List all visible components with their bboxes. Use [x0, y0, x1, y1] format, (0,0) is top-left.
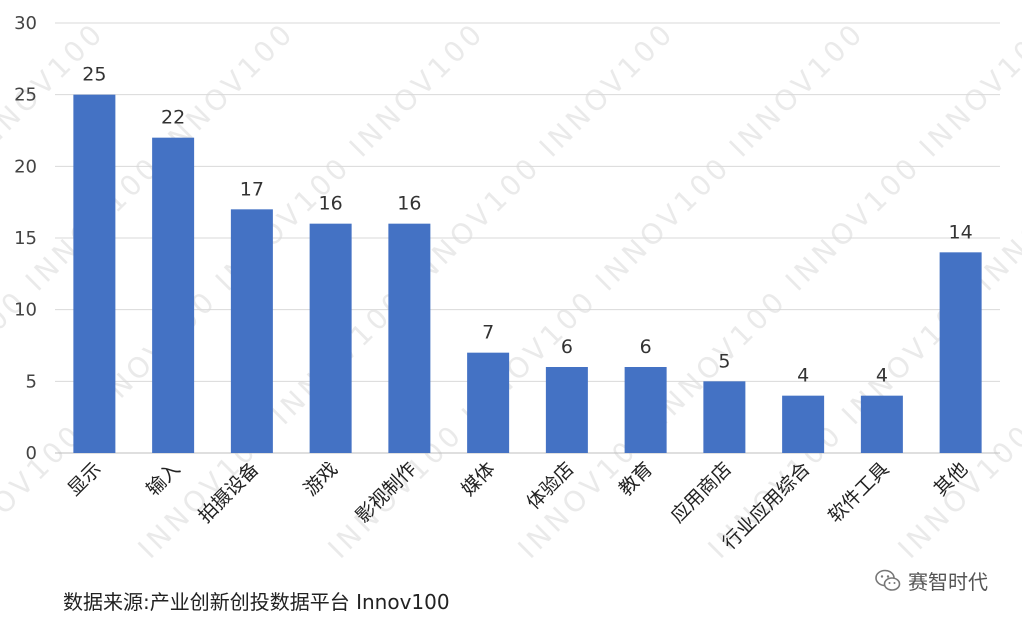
y-tick-label: 0 [26, 443, 37, 464]
gridlines [55, 22, 1000, 454]
brand-mark: 赛智时代 [874, 566, 988, 595]
bar [782, 395, 825, 453]
data-label: 22 [161, 107, 185, 129]
data-label: 7 [482, 322, 494, 344]
data-label: 4 [876, 365, 888, 387]
bar [152, 137, 195, 453]
y-tick-label: 30 [14, 13, 37, 34]
bar [467, 352, 510, 453]
data-label: 17 [240, 178, 264, 200]
data-label: 16 [397, 193, 421, 215]
y-tick-label: 25 [14, 85, 37, 106]
bar [939, 252, 982, 453]
y-tick-label: 15 [14, 228, 37, 249]
y-tick-label: 5 [26, 371, 37, 392]
category-label: 游戏 [300, 458, 342, 500]
data-label: 4 [797, 365, 809, 387]
bar [388, 223, 431, 453]
data-label: 16 [319, 193, 343, 215]
bar [309, 223, 352, 453]
data-label: 25 [82, 64, 106, 86]
y-axis-ticks: 0 5 10 15 20 25 30 [14, 13, 37, 464]
category-label: 软件工具 [824, 458, 893, 527]
data-label: 14 [949, 221, 973, 243]
source-note: 数据来源:产业创新创投数据平台 Innov100 [63, 590, 450, 614]
data-labels: 25 22 17 16 16 7 6 6 5 4 4 14 [82, 64, 972, 387]
bar [230, 209, 273, 453]
bar [624, 367, 667, 453]
category-label: 显示 [63, 458, 105, 500]
y-tick-label: 10 [14, 300, 37, 321]
bar [73, 94, 116, 454]
bar [545, 367, 588, 453]
brand-name: 赛智时代 [908, 570, 988, 594]
data-label: 5 [718, 350, 730, 372]
category-label: 媒体 [457, 458, 499, 500]
data-label: 6 [640, 336, 652, 358]
bars [73, 94, 982, 454]
bar [703, 381, 746, 453]
y-tick-label: 20 [14, 156, 37, 177]
data-label: 6 [561, 336, 573, 358]
bar [860, 395, 903, 453]
wechat-icon [875, 569, 901, 591]
